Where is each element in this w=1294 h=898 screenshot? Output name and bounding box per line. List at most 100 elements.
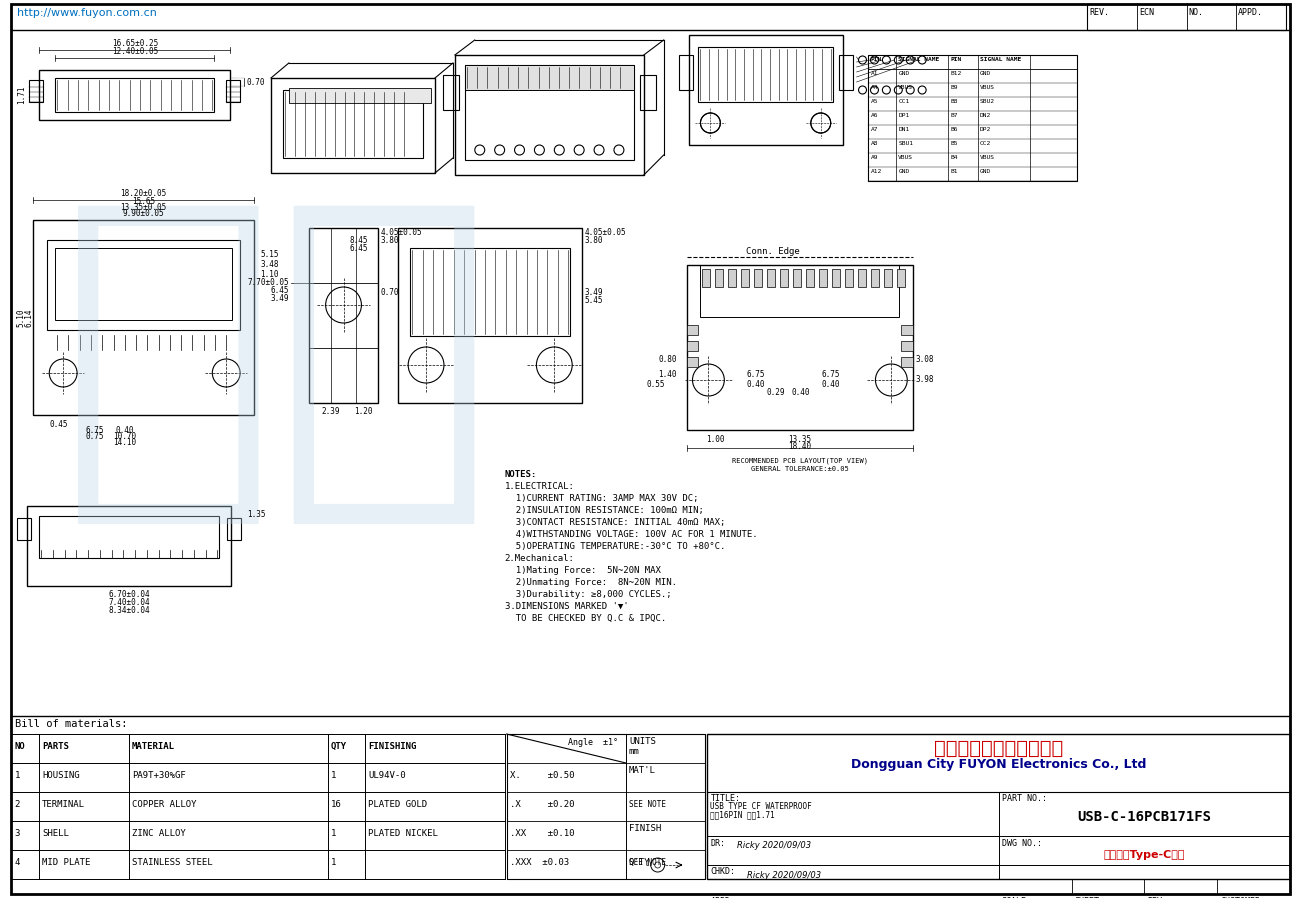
Bar	[283, 90, 423, 158]
Text: mm: mm	[629, 747, 639, 756]
Bar	[754, 269, 762, 287]
Text: PA9T+30%GF: PA9T+30%GF	[132, 771, 185, 780]
Text: 2)Unmating Force:  8N~20N MIN.: 2)Unmating Force: 8N~20N MIN.	[505, 578, 677, 587]
Text: 0.45: 0.45	[50, 420, 69, 429]
Text: MID PLATE: MID PLATE	[43, 858, 91, 867]
Bar	[465, 65, 634, 160]
Text: 0.70: 0.70	[380, 288, 399, 297]
Text: 7.70±0.05: 7.70±0.05	[247, 278, 289, 287]
Text: A5: A5	[871, 99, 877, 104]
Bar	[56, 248, 232, 320]
Text: 3: 3	[14, 829, 19, 838]
Bar	[687, 325, 699, 335]
Text: 1: 1	[330, 858, 336, 867]
Text: REV.: REV.	[1148, 896, 1167, 898]
Text: 6.75: 6.75	[747, 370, 765, 379]
Text: SEE NOTE: SEE NOTE	[629, 800, 666, 809]
Text: DR:: DR:	[710, 839, 726, 848]
Text: UNITS: UNITS	[629, 737, 656, 746]
Text: GND: GND	[980, 169, 991, 174]
Text: DN1: DN1	[898, 127, 910, 132]
Text: 1)Mating Force:  5N~20N MAX: 1)Mating Force: 5N~20N MAX	[505, 566, 660, 575]
Bar	[465, 65, 634, 90]
Text: 6.70±0.04: 6.70±0.04	[109, 590, 150, 599]
Text: 0.40: 0.40	[747, 380, 765, 389]
Text: CC1: CC1	[898, 99, 910, 104]
Text: 3.98: 3.98	[915, 375, 934, 384]
Text: Q'TY: Q'TY	[629, 858, 651, 867]
Bar	[443, 75, 459, 110]
Text: APPD:: APPD:	[710, 896, 735, 898]
Text: B6: B6	[950, 127, 958, 132]
Text: 7.40±0.04: 7.40±0.04	[109, 598, 150, 607]
Bar	[30, 80, 43, 102]
Text: VBUS: VBUS	[898, 155, 914, 160]
Text: NO: NO	[14, 742, 25, 751]
Bar	[687, 265, 914, 430]
Text: 14.10: 14.10	[114, 438, 136, 447]
Text: 3.80: 3.80	[380, 236, 399, 245]
Text: 6.45: 6.45	[349, 244, 369, 253]
Text: B5: B5	[950, 141, 958, 146]
Bar	[708, 734, 1290, 879]
Text: 13.35: 13.35	[788, 435, 811, 444]
Text: http://www.fuyon.com.cn: http://www.fuyon.com.cn	[17, 8, 158, 18]
Text: RECOMMENDED PCB LAYOUT(TOP VIEW): RECOMMENDED PCB LAYOUT(TOP VIEW)	[732, 458, 868, 464]
Bar	[832, 269, 840, 287]
Bar	[27, 506, 232, 586]
Bar	[871, 269, 880, 287]
Bar	[639, 75, 656, 110]
Text: 3.DIMENSIONS MARKED '▼': 3.DIMENSIONS MARKED '▼'	[505, 602, 628, 611]
Text: B7: B7	[950, 113, 958, 118]
Text: A6: A6	[871, 113, 877, 118]
Text: DWG NO.:: DWG NO.:	[1002, 839, 1042, 848]
Text: REV.: REV.	[1090, 8, 1109, 17]
Text: VBUS: VBUS	[980, 155, 995, 160]
Text: TO BE CHECKED BY Q.C & IPQC.: TO BE CHECKED BY Q.C & IPQC.	[505, 614, 666, 623]
Text: PIN: PIN	[950, 57, 961, 62]
Text: PARTS: PARTS	[43, 742, 69, 751]
Text: DP2: DP2	[980, 127, 991, 132]
Text: APPD.: APPD.	[1238, 8, 1263, 17]
Text: 0.70: 0.70	[246, 78, 264, 87]
Text: 0.80: 0.80	[659, 355, 677, 364]
Bar	[226, 80, 241, 102]
Text: NO.: NO.	[1189, 8, 1203, 17]
Text: 4)WITHSTANDING VOLTAGE: 100V AC FOR 1 MINUTE.: 4)WITHSTANDING VOLTAGE: 100V AC FOR 1 MI…	[505, 530, 757, 539]
Text: Angle  ±1°: Angle ±1°	[568, 738, 619, 747]
Text: 2)INSULATION RESISTANCE: 100mΩ MIN;: 2)INSULATION RESISTANCE: 100mΩ MIN;	[505, 506, 704, 515]
Bar	[699, 47, 833, 102]
Text: 13.35±0.05: 13.35±0.05	[120, 203, 167, 212]
Text: A12: A12	[871, 169, 881, 174]
Bar	[228, 518, 241, 540]
Text: QTY: QTY	[330, 742, 347, 751]
Text: GENERAL TOLERANCE:±0.05: GENERAL TOLERANCE:±0.05	[751, 466, 849, 472]
Text: ECN: ECN	[1139, 8, 1154, 17]
Bar	[839, 55, 853, 90]
Bar	[399, 228, 582, 403]
Text: 5.15: 5.15	[260, 250, 278, 259]
Bar	[687, 341, 699, 351]
Text: 1.71: 1.71	[17, 85, 26, 104]
Text: 1: 1	[330, 829, 336, 838]
Text: 6.14: 6.14	[25, 308, 34, 327]
Text: 5.45: 5.45	[584, 296, 603, 305]
Text: TERMINAL: TERMINAL	[43, 800, 85, 809]
Text: SBU2: SBU2	[980, 99, 995, 104]
Text: 东莞市富荣电子有限公司: 东莞市富荣电子有限公司	[934, 739, 1064, 758]
Text: MATERIAL: MATERIAL	[132, 742, 175, 751]
Text: 6.45: 6.45	[270, 286, 289, 295]
Text: GND: GND	[980, 71, 991, 76]
Text: B12: B12	[950, 71, 961, 76]
Bar	[902, 341, 914, 351]
Text: 4.05±0.05: 4.05±0.05	[380, 228, 422, 237]
Text: NOTES:: NOTES:	[505, 470, 537, 479]
Bar	[455, 55, 644, 175]
Text: 3.08: 3.08	[915, 355, 934, 364]
Text: .XX    ±0.10: .XX ±0.10	[510, 829, 575, 838]
Text: 1.ELECTRICAL:: 1.ELECTRICAL:	[505, 482, 575, 491]
Text: SEE NOTE: SEE NOTE	[629, 858, 666, 867]
Bar	[858, 269, 866, 287]
Text: TITLE:: TITLE:	[710, 794, 740, 803]
Text: DN2: DN2	[980, 113, 991, 118]
